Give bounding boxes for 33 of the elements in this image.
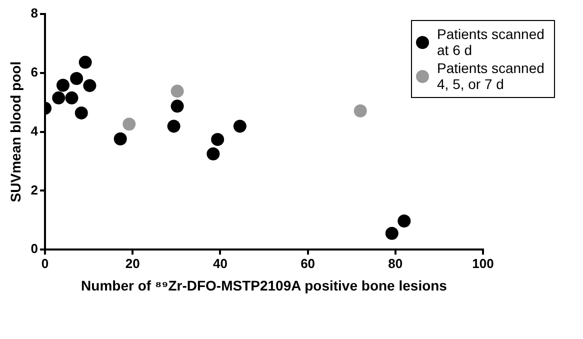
x-tick-label: 100 [472, 256, 494, 271]
point [56, 78, 70, 92]
point [122, 118, 136, 131]
point [170, 100, 184, 113]
point [78, 56, 92, 69]
point [211, 132, 224, 146]
x-tick-label: 0 [41, 256, 49, 271]
point [206, 147, 220, 160]
y-tick-label: 6 [30, 64, 38, 80]
point [114, 132, 127, 146]
point [398, 214, 411, 228]
y-axis-title: SUVmean blood pool [7, 61, 24, 202]
point [83, 79, 96, 92]
point [74, 106, 88, 120]
x-axis-title: Number of ⁸⁹Zr-DFO-MSTP2109A positive bone lesions [81, 277, 448, 294]
point [52, 91, 66, 104]
x-tick-label: 80 [388, 256, 403, 271]
legend-label: Patients scanned 4, 5, or 7 d [437, 60, 546, 92]
point [167, 120, 180, 133]
y-tick-label: 0 [30, 241, 38, 256]
point [170, 84, 184, 98]
point [385, 226, 398, 240]
point [354, 104, 367, 118]
y-tick-label: 8 [30, 6, 38, 21]
legend-label: Patients scanned at 6 d [437, 26, 546, 58]
point [70, 72, 84, 85]
y-tick-label: 4 [30, 123, 39, 138]
y-tick-label: 2 [30, 182, 38, 198]
x-tick-label: 60 [300, 256, 316, 271]
point [233, 120, 246, 133]
point [65, 91, 78, 104]
x-tick-label: 20 [125, 256, 140, 271]
x-tick-label: 40 [212, 256, 228, 271]
